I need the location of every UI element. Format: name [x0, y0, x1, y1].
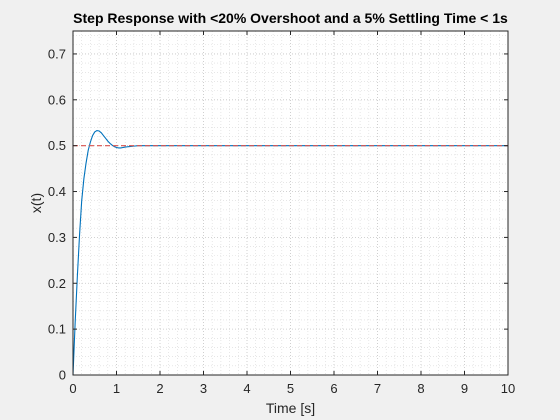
x-tick-label: 8 — [417, 381, 424, 396]
x-tick-label: 5 — [287, 381, 294, 396]
x-axis-label: Time [s] — [266, 400, 315, 416]
x-tick-label: 0 — [69, 381, 76, 396]
y-tick-label: 0.4 — [48, 184, 66, 199]
x-tick-label: 7 — [374, 381, 381, 396]
x-tick-label: 10 — [501, 381, 515, 396]
x-tick-label: 9 — [461, 381, 468, 396]
chart-title: Step Response with <20% Overshoot and a … — [73, 10, 508, 26]
y-tick-label: 0.2 — [48, 276, 66, 291]
series-layer — [72, 129, 508, 376]
y-tick-label: 0.1 — [48, 322, 66, 337]
y-tick-label: 0.3 — [48, 230, 66, 245]
x-tick-label: 4 — [243, 381, 250, 396]
y-tick-label: 0.7 — [48, 46, 66, 61]
y-tick-label: 0.6 — [48, 92, 66, 107]
x-tick-label: 1 — [113, 381, 120, 396]
x-tick-label: 3 — [200, 381, 207, 396]
y-axis-label: x(t) — [28, 193, 44, 213]
x-tick-label: 6 — [330, 381, 337, 396]
ticks-layer: 0 1 2 3 4 5 6 7 8 9 10 0 0.1 0.2 0.3 0.4 0.5 0.6 0.7 — [48, 31, 515, 396]
minor-grid — [73, 31, 508, 375]
y-tick-label: 0 — [59, 368, 66, 383]
x-tick-label: 2 — [156, 381, 163, 396]
y-tick-label: 0.5 — [48, 138, 66, 153]
